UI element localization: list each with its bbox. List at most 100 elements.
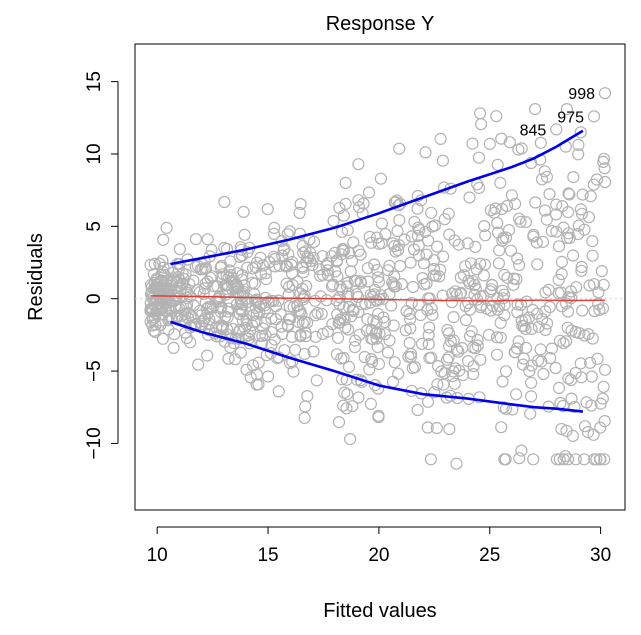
data-point	[503, 136, 516, 149]
y-tick-label: 0	[84, 293, 105, 304]
data-point	[509, 388, 523, 401]
data-point	[157, 233, 170, 246]
data-point	[363, 230, 376, 243]
data-point	[267, 250, 280, 263]
data-point	[560, 102, 574, 116]
data-point	[298, 347, 311, 361]
data-point	[524, 390, 538, 403]
data-point	[565, 392, 578, 405]
data-point	[434, 132, 447, 145]
data-point	[448, 377, 461, 390]
data-point	[508, 346, 522, 359]
data-point	[510, 273, 523, 286]
data-point	[408, 361, 421, 374]
data-point	[561, 453, 575, 466]
data-point	[252, 356, 265, 369]
data-point	[329, 265, 342, 278]
data-point	[467, 360, 480, 373]
data-point	[556, 200, 569, 213]
data-point	[238, 321, 252, 335]
data-point	[167, 341, 180, 354]
data-point	[499, 365, 513, 378]
data-point	[497, 401, 510, 414]
data-point	[339, 321, 352, 334]
data-point	[526, 303, 539, 316]
data-point	[427, 262, 441, 276]
data-point	[326, 318, 339, 331]
data-point	[512, 143, 525, 156]
data-point	[597, 278, 610, 291]
y-axis: −10 −5 0 5 10 15	[84, 71, 119, 460]
y-tick-label: −5	[84, 360, 105, 382]
data-point	[454, 271, 467, 284]
data-point	[597, 380, 610, 393]
data-point	[594, 421, 607, 434]
data-point	[575, 260, 588, 274]
data-point	[284, 312, 297, 326]
data-point	[447, 311, 460, 324]
data-point	[304, 246, 317, 259]
data-point	[287, 365, 300, 378]
data-point	[262, 295, 275, 308]
data-point	[598, 87, 612, 100]
data-point	[387, 319, 400, 332]
data-point	[575, 264, 588, 277]
data-point	[340, 280, 353, 293]
data-point	[454, 286, 467, 299]
data-point	[184, 336, 197, 349]
data-point	[587, 428, 600, 441]
data-point	[567, 171, 580, 184]
data-point	[301, 390, 314, 403]
data-point	[527, 453, 540, 466]
data-point	[581, 426, 595, 439]
data-point	[201, 275, 214, 288]
data-point	[218, 195, 231, 209]
data-point	[443, 423, 456, 436]
data-point	[596, 302, 610, 315]
data-point	[554, 396, 567, 410]
data-point	[405, 296, 418, 310]
x-tick-label: 15	[257, 545, 278, 566]
data-point	[491, 216, 504, 230]
data-point	[346, 400, 359, 413]
data-point	[463, 191, 476, 204]
data-point	[452, 238, 465, 251]
data-point	[388, 356, 401, 369]
data-point	[598, 415, 611, 428]
data-point	[466, 137, 479, 150]
data-point	[294, 198, 307, 211]
data-point	[495, 421, 508, 434]
data-point	[511, 252, 524, 265]
data-point	[578, 420, 592, 433]
data-point	[586, 235, 599, 248]
data-point	[320, 294, 333, 307]
data-point	[375, 217, 388, 230]
data-point	[462, 296, 475, 310]
data-point	[265, 326, 278, 339]
data-point	[553, 453, 566, 466]
data-point	[421, 303, 434, 316]
data-point	[373, 327, 386, 340]
data-point	[144, 258, 157, 271]
data-point	[352, 194, 365, 207]
data-point	[334, 280, 347, 293]
data-point	[386, 276, 399, 289]
data-point	[519, 341, 533, 354]
data-point	[456, 342, 469, 355]
data-point	[425, 206, 438, 219]
data-point	[346, 303, 359, 316]
data-point	[320, 259, 333, 272]
data-point	[321, 268, 335, 281]
data-point	[309, 330, 322, 343]
data-point	[550, 198, 563, 211]
data-point	[536, 235, 550, 248]
x-tick-label: 20	[368, 545, 389, 566]
data-point	[471, 339, 484, 352]
data-point	[307, 235, 321, 248]
data-point	[341, 290, 354, 303]
data-point	[402, 350, 415, 363]
data-point	[431, 378, 444, 391]
data-point	[259, 302, 272, 315]
data-point	[272, 385, 285, 398]
data-point	[381, 346, 395, 359]
